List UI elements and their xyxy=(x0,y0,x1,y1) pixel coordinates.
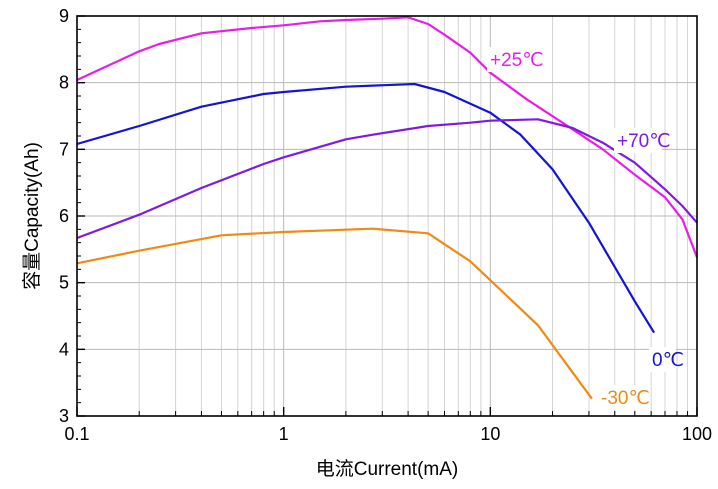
grid xyxy=(76,15,698,417)
series-line-1 xyxy=(76,82,656,334)
x-axis-title: 电流Current(mA) xyxy=(316,458,459,480)
series-label-2: +70℃ xyxy=(617,131,671,152)
series-label-0: +25℃ xyxy=(490,50,544,71)
x-tick-label: 1 xyxy=(279,424,289,444)
plot-frame xyxy=(76,15,698,417)
x-tick-label: 10 xyxy=(480,424,500,444)
y-tick-label: 7 xyxy=(59,139,69,159)
tick-labels: 0.1 1 10 100 3 4 5 6 7 8 9 xyxy=(59,6,712,444)
series-labels: +25℃ 0℃ +70℃ -30℃ xyxy=(487,47,684,410)
series-label-bg xyxy=(487,47,535,72)
series-line-2 xyxy=(76,118,698,240)
series-label-bg xyxy=(614,128,662,153)
series-label-1: 0℃ xyxy=(652,350,684,371)
minor-ticks xyxy=(76,15,698,417)
series-label-bg xyxy=(598,385,646,410)
series-label-3: -30℃ xyxy=(601,388,650,409)
x-tick-label: 100 xyxy=(682,424,712,444)
y-tick-label: 3 xyxy=(59,406,69,426)
series-line-3 xyxy=(76,227,593,400)
y-tick-label: 5 xyxy=(59,273,69,293)
y-tick-label: 4 xyxy=(59,339,69,359)
y-tick-label: 6 xyxy=(59,206,69,226)
series-line-0 xyxy=(76,16,699,258)
y-tick-label: 9 xyxy=(59,6,69,26)
series-label-bg xyxy=(649,347,676,372)
x-tick-label: 0.1 xyxy=(64,424,89,444)
y-tick-label: 8 xyxy=(59,73,69,93)
y-axis-title: 容量Capacity(Ah) xyxy=(21,142,43,290)
series-lines xyxy=(76,16,699,400)
